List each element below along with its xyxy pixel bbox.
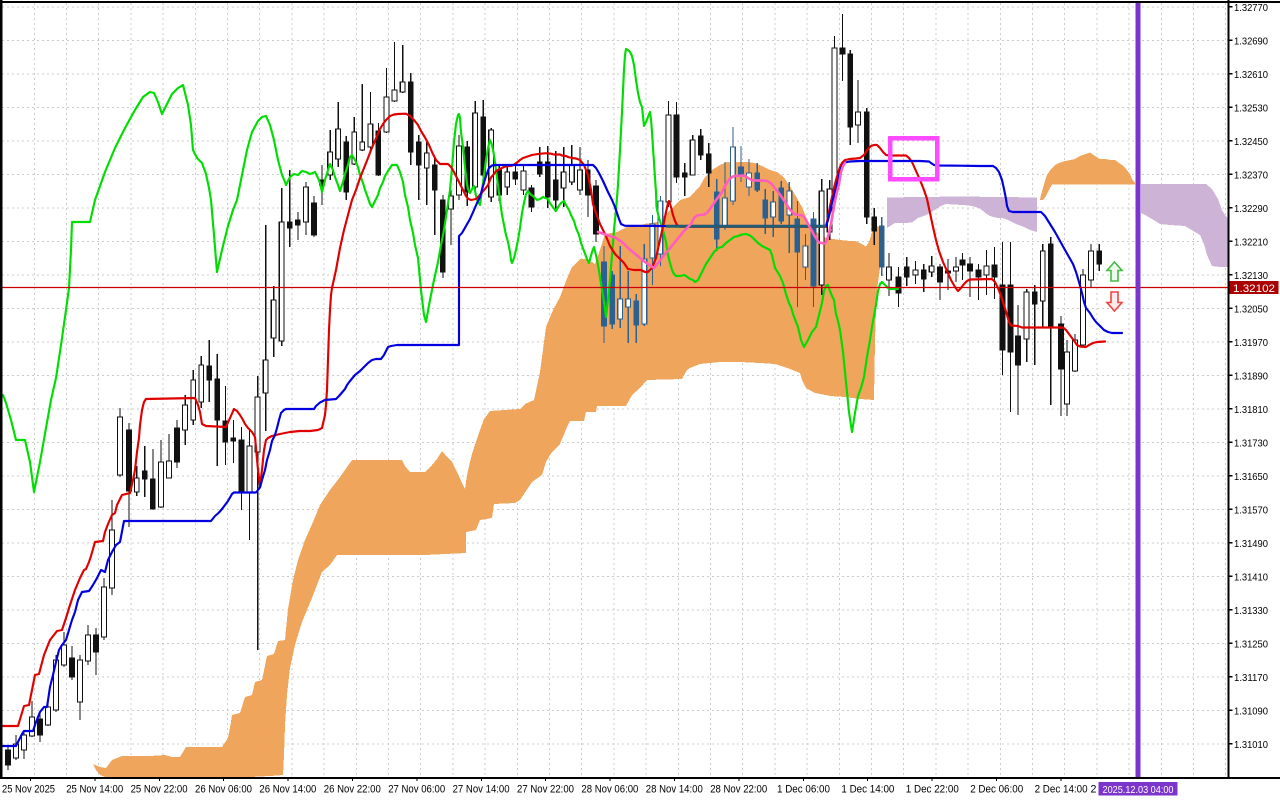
svg-text:1.31170: 1.31170	[1234, 672, 1268, 684]
svg-text:28 Nov 06:00: 28 Nov 06:00	[581, 784, 638, 796]
svg-text:1.31650: 1.31650	[1234, 471, 1268, 483]
svg-text:1.32290: 1.32290	[1234, 203, 1268, 215]
svg-text:1.31810: 1.31810	[1234, 404, 1268, 416]
svg-text:27 Nov 06:00: 27 Nov 06:00	[388, 784, 445, 796]
svg-text:1.32130: 1.32130	[1234, 270, 1268, 282]
svg-text:25 Nov 2025: 25 Nov 2025	[2, 784, 55, 796]
svg-text:1.31730: 1.31730	[1234, 437, 1268, 449]
svg-text:25 Nov 14:00: 25 Nov 14:00	[66, 784, 123, 796]
svg-text:1.31970: 1.31970	[1234, 337, 1268, 349]
svg-text:26 Nov 22:00: 26 Nov 22:00	[324, 784, 381, 796]
svg-text:1 Dec 22:00: 1 Dec 22:00	[906, 784, 959, 796]
svg-text:1 Dec 06:00: 1 Dec 06:00	[777, 784, 830, 796]
svg-text:1.31890: 1.31890	[1234, 370, 1268, 382]
svg-text:1.32210: 1.32210	[1234, 236, 1268, 248]
svg-text:1.32610: 1.32610	[1234, 69, 1268, 81]
svg-text:28 Nov 22:00: 28 Nov 22:00	[710, 784, 767, 796]
svg-text:1.32102: 1.32102	[1233, 283, 1275, 295]
svg-text:1.32530: 1.32530	[1234, 102, 1268, 114]
svg-text:2 Dec 14:00: 2 Dec 14:00	[1035, 784, 1088, 796]
svg-text:1.31330: 1.31330	[1234, 605, 1268, 617]
svg-text:1.31090: 1.31090	[1234, 705, 1268, 717]
svg-text:26 Nov 06:00: 26 Nov 06:00	[195, 784, 252, 796]
svg-text:1.31250: 1.31250	[1234, 638, 1268, 650]
svg-text:1.32050: 1.32050	[1234, 303, 1268, 315]
svg-text:1.32770: 1.32770	[1234, 2, 1268, 14]
svg-text:26 Nov 14:00: 26 Nov 14:00	[259, 784, 316, 796]
svg-text:1.31490: 1.31490	[1234, 538, 1268, 550]
svg-text:1.31010: 1.31010	[1234, 739, 1268, 751]
svg-text:1 Dec 14:00: 1 Dec 14:00	[841, 784, 894, 796]
svg-text:1.32690: 1.32690	[1234, 35, 1268, 47]
svg-text:28 Nov 14:00: 28 Nov 14:00	[646, 784, 703, 796]
svg-text:27 Nov 14:00: 27 Nov 14:00	[453, 784, 510, 796]
svg-text:2025.12.03 04:00: 2025.12.03 04:00	[1103, 784, 1174, 796]
svg-text:27 Nov 22:00: 27 Nov 22:00	[517, 784, 574, 796]
svg-text:25 Nov 22:00: 25 Nov 22:00	[131, 784, 188, 796]
svg-text:2: 2	[1091, 784, 1097, 796]
svg-text:1.32450: 1.32450	[1234, 136, 1268, 148]
svg-text:2 Dec 06:00: 2 Dec 06:00	[970, 784, 1023, 796]
svg-text:1.31410: 1.31410	[1234, 571, 1268, 583]
svg-text:1.32370: 1.32370	[1234, 169, 1268, 181]
svg-text:1.31570: 1.31570	[1234, 504, 1268, 516]
